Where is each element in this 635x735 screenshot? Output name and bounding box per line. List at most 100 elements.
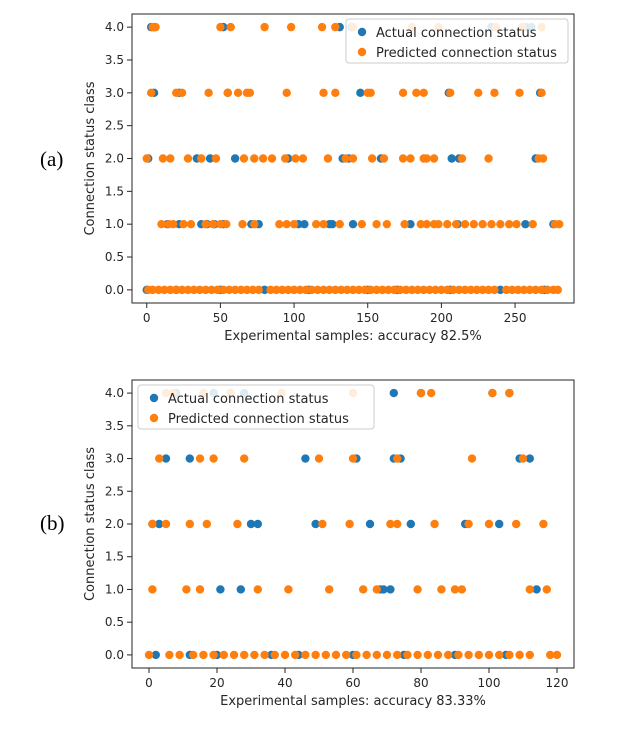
predicted-point [323,154,333,163]
predicted-point [469,219,479,229]
predicted-point [158,154,168,163]
actual-point [230,154,240,163]
x-tick-label: 50 [213,311,228,325]
predicted-point [223,88,232,98]
predicted-point [248,285,258,295]
predicted-point [419,88,428,98]
predicted-point [505,650,514,660]
predicted-point [207,285,216,295]
y-tick-label: 3.5 [105,419,124,433]
actual-point [155,519,164,529]
predicted-point [179,219,188,229]
predicted-point [289,285,299,295]
y-tick-label: 0.0 [105,648,124,662]
predicted-point [474,650,483,660]
predicted-point [311,650,320,660]
predicted-point [253,585,262,594]
predicted-point [318,519,327,529]
predicted-point [451,219,461,229]
predicted-point [444,650,453,660]
predicted-point [199,650,208,660]
predicted-point [182,585,191,594]
predicted-point [382,219,392,229]
predicted-point [335,219,344,229]
y-tick-label: 1.5 [105,184,124,198]
legend-marker-actual [357,27,367,37]
predicted-point [289,219,299,229]
x-tick-label: 20 [209,676,224,690]
y-tick-label: 1.5 [105,550,124,564]
predicted-point [427,388,436,398]
actual-point [301,454,310,463]
x-tick-label: 40 [277,676,292,690]
actual-point [246,519,256,529]
actual-point [151,650,160,660]
chart-panel-2: (b) 0 20 40 60 80 100 120 0.0 0.5 1.0 1.5 2.0 2.5 3.0 3… [40,379,575,709]
predicted-point [487,219,496,229]
predicted-point [454,285,464,295]
predicted-point [372,650,381,660]
predicted-point [446,88,455,98]
predicted-point [197,154,206,163]
predicted-point [201,285,210,295]
predicted-point [219,650,228,660]
predicted-point [319,219,328,229]
predicted-point [431,285,440,295]
actual-point [406,219,415,229]
predicted-point [260,22,269,32]
panel-label: (b) [40,511,65,535]
predicted-point [466,285,476,295]
predicted-point [555,219,564,229]
predicted-point [209,650,218,660]
predicted-point [507,285,517,295]
x-axis-label: Experimental samples: accuracy 83.33% [220,694,486,709]
x-tick-label: 100 [283,311,306,325]
predicted-point [406,154,415,163]
predicted-point [386,519,395,529]
predicted-point [245,88,255,98]
predicted-point [552,650,562,660]
x-tick-label: 150 [356,311,379,325]
actual-point [389,388,398,398]
predicted-point [425,285,434,295]
predicted-point [216,219,225,229]
legend-marker-predicted [357,47,367,57]
predicted-point [284,585,293,594]
y-tick-label: 3.0 [105,452,124,466]
predicted-point [437,585,446,594]
predicted-point [222,219,231,229]
actual-point [386,585,395,594]
predicted-point [148,519,157,529]
predicted-point [437,285,446,295]
predicted-point [154,285,163,295]
predicted-point [258,154,268,163]
predicted-point [209,454,218,463]
predicted-point [382,650,392,660]
predicted-point [372,585,381,594]
y-tick-label: 2.0 [105,152,124,166]
predicted-point [443,285,452,295]
predicted-point [313,285,322,295]
predicted-point [325,585,334,594]
predicted-point [359,585,368,594]
predicted-point [213,285,222,295]
predicted-point [354,285,364,295]
predicted-point [348,454,358,463]
y-tick-label: 4.0 [105,20,124,34]
predicted-point [504,219,514,229]
predicted-point [242,285,252,295]
predicted-point [412,88,421,98]
actual-point [532,585,541,594]
predicted-point [488,388,497,398]
predicted-point [278,285,287,295]
actual-point [496,285,505,295]
predicted-point [398,154,408,163]
predicted-point [282,219,291,229]
predicted-point [189,285,199,295]
predicted-point [236,285,246,295]
x-tick-label: 0 [143,311,151,325]
predicted-point [208,219,218,229]
actual-point [161,454,171,463]
y-tick-label: 3.5 [105,53,124,67]
